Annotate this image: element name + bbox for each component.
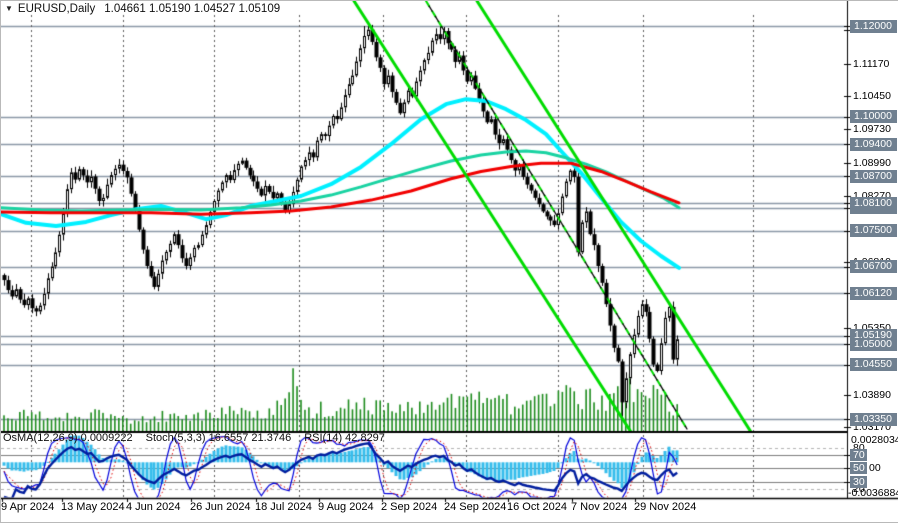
price-tick-1.08990: 1.08990 <box>853 156 891 169</box>
chart-title: ▼ EURUSD,Daily 1.04661 1.05190 1.04527 1.0… <box>5 3 280 15</box>
panel-level-chip-50: 50 <box>850 462 867 475</box>
panel-level-20: 20 <box>853 482 865 495</box>
price-tick-1.03890: 1.03890 <box>853 388 891 401</box>
price-axis[interactable]: 1.119101.111701.104501.097301.089901.082… <box>847 1 898 499</box>
price-level-chip-1.06120: 1.06120 <box>850 286 897 300</box>
time-label: 26 Jun 2024 <box>190 501 251 513</box>
rsi-label: RSI(14) 42.8297 <box>304 432 385 444</box>
osma-label: OsMA(12,26,9) 0.0009222 <box>3 432 133 444</box>
panel-axis-min: -0.0036884 <box>848 487 898 499</box>
time-label: 9 Aug 2024 <box>318 501 374 513</box>
stoch-label: Stoch(5,3,3) 16.6557 21.3746 <box>145 432 292 444</box>
price-level-chip-1.10000: 1.10000 <box>850 110 897 124</box>
time-axis[interactable]: 9 Apr 2024 13 May 2024 4 Jun 2024 26 Jun 20… <box>1 498 898 522</box>
panel-level-chip-30: 30 <box>850 476 867 489</box>
indicator-labels: OsMA(12,26,9) 0.0009222 Stoch(5,3,3) 16.6… <box>3 432 398 444</box>
time-label: 16 Oct 2024 <box>507 501 567 513</box>
price-level-chip-1.09400: 1.09400 <box>850 137 897 151</box>
price-level-chip-1.07500: 1.07500 <box>850 224 897 238</box>
panel-level-00: 00 <box>869 462 881 475</box>
price-level-chip-1.12000: 1.12000 <box>850 19 897 33</box>
ohlc-values: 1.04661 1.05190 1.04527 1.05109 <box>104 3 281 15</box>
price-level-chip-1.03350: 1.03350 <box>850 412 897 426</box>
price-tick-1.11170: 1.11170 <box>853 57 890 70</box>
price-tick-1.09730: 1.09730 <box>853 123 891 136</box>
panel-axis-max: 0.0028034 <box>851 434 898 446</box>
price-tick-1.10450: 1.10450 <box>853 90 891 103</box>
time-label: 9 Apr 2024 <box>1 501 55 513</box>
time-label: 29 Nov 2024 <box>634 501 697 513</box>
price-level-chip-1.04550: 1.04550 <box>850 358 897 372</box>
time-label: 24 Sep 2024 <box>444 501 507 513</box>
time-label: 13 May 2024 <box>61 501 125 513</box>
panel-level-chip-70: 70 <box>850 448 867 461</box>
price-level-chip-1.08700: 1.08700 <box>850 169 897 183</box>
time-label: 7 Nov 2024 <box>571 501 628 513</box>
price-level-chip-1.06700: 1.06700 <box>850 260 897 274</box>
symbol-period-label: EURUSD,Daily <box>17 3 96 15</box>
time-label: 18 Jul 2024 <box>255 501 312 513</box>
panel-level-80: 80 <box>853 442 865 454</box>
collapse-arrow-icon[interactable]: ▼ <box>5 4 13 13</box>
time-label: 2 Sep 2024 <box>381 501 438 513</box>
price-level-chip-1.05000: 1.05000 <box>850 337 897 351</box>
price-level-chip-1.08100: 1.08100 <box>850 196 897 210</box>
time-label: 4 Jun 2024 <box>126 501 181 513</box>
